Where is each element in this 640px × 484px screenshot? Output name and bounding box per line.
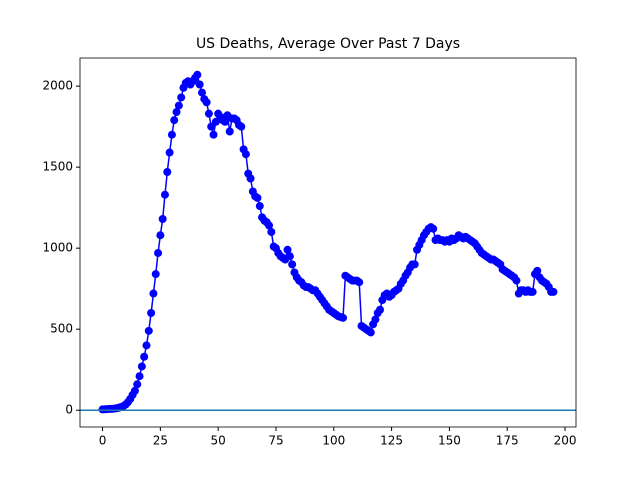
x-tick-label: 0 bbox=[99, 434, 107, 448]
data-point bbox=[130, 386, 139, 395]
data-point bbox=[512, 276, 521, 285]
data-point bbox=[174, 101, 183, 110]
data-point bbox=[151, 270, 160, 279]
data-point bbox=[202, 98, 211, 107]
data-point bbox=[177, 93, 186, 102]
x-tick-label: 175 bbox=[496, 434, 519, 448]
data-point bbox=[371, 315, 380, 324]
data-point bbox=[165, 148, 174, 157]
data-point bbox=[237, 122, 246, 131]
data-point bbox=[160, 190, 169, 199]
data-point bbox=[410, 260, 419, 269]
x-tick-label: 125 bbox=[380, 434, 403, 448]
y-tick-label: 1000 bbox=[42, 241, 73, 255]
data-point bbox=[142, 341, 151, 350]
data-point bbox=[221, 117, 230, 126]
data-point bbox=[267, 227, 276, 236]
y-tick-label: 2000 bbox=[42, 79, 73, 93]
data-point bbox=[170, 116, 179, 125]
x-tick-label: 75 bbox=[268, 434, 283, 448]
chart-title: US Deaths, Average Over Past 7 Days bbox=[196, 36, 460, 52]
data-point bbox=[167, 130, 176, 139]
data-point bbox=[265, 221, 274, 230]
plot-frame bbox=[79, 57, 577, 428]
x-tick-label: 50 bbox=[211, 434, 226, 448]
data-point bbox=[253, 193, 262, 202]
data-point bbox=[533, 266, 542, 275]
x-tick-label: 100 bbox=[322, 434, 345, 448]
data-point bbox=[283, 245, 292, 254]
x-tick-label: 150 bbox=[438, 434, 461, 448]
data-point bbox=[288, 260, 297, 269]
data-point bbox=[135, 372, 144, 381]
data-point bbox=[366, 328, 375, 337]
data-point bbox=[158, 215, 167, 224]
data-point bbox=[195, 80, 204, 89]
data-point bbox=[339, 313, 348, 322]
data-point bbox=[528, 287, 537, 296]
y-tick-label: 500 bbox=[50, 322, 73, 336]
data-point bbox=[255, 202, 264, 211]
data-point bbox=[154, 249, 163, 258]
data-point bbox=[549, 287, 558, 296]
data-point bbox=[133, 380, 142, 389]
data-point bbox=[285, 252, 294, 261]
x-tick-label: 25 bbox=[153, 434, 168, 448]
data-point bbox=[172, 108, 181, 117]
y-tick-label: 1500 bbox=[42, 160, 73, 174]
data-point bbox=[149, 289, 158, 298]
y-tick-label: 0 bbox=[65, 403, 73, 417]
x-tick-label: 200 bbox=[554, 434, 577, 448]
data-point bbox=[355, 278, 364, 287]
data-point bbox=[147, 308, 156, 317]
data-point bbox=[429, 224, 438, 233]
data-point bbox=[197, 88, 206, 97]
data-point bbox=[193, 70, 202, 79]
data-point bbox=[163, 168, 172, 177]
data-point bbox=[241, 150, 250, 159]
data-point bbox=[246, 174, 255, 183]
data-point bbox=[204, 109, 213, 118]
data-point bbox=[137, 362, 146, 371]
data-point bbox=[144, 326, 153, 335]
data-point bbox=[209, 130, 218, 139]
data-point bbox=[376, 305, 385, 314]
data-point bbox=[140, 352, 149, 361]
data-point bbox=[156, 231, 165, 240]
data-line bbox=[102, 72, 554, 411]
data-point bbox=[225, 127, 234, 136]
